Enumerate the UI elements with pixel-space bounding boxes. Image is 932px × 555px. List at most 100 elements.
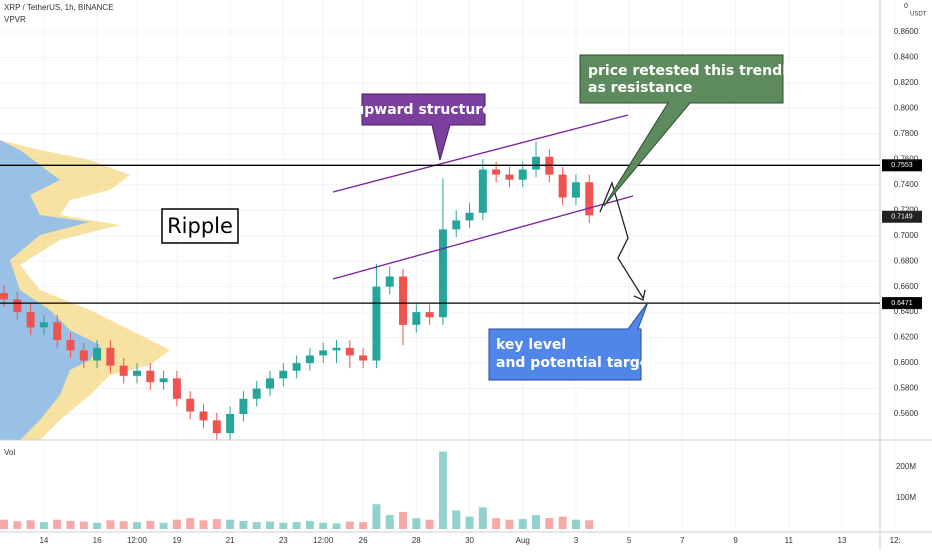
candle-body <box>133 370 141 376</box>
volume-bar <box>305 520 314 529</box>
volume-bar <box>359 522 368 529</box>
volume-bar <box>345 521 354 529</box>
volume-bar <box>505 519 514 529</box>
volume-bar <box>226 519 235 529</box>
volume-bar <box>385 515 394 529</box>
volume-bar <box>585 520 594 529</box>
target-label-2: and potential target <box>496 355 656 371</box>
candle-body <box>13 299 22 313</box>
arrow-head <box>633 289 646 301</box>
y-tick-label: 0.8000 <box>894 103 919 112</box>
upward-label: upward structure <box>354 102 491 118</box>
candle-body <box>66 340 75 351</box>
x-tick-label: 23 <box>279 536 288 545</box>
volume-pane <box>0 451 594 529</box>
axis-top-label: 0 <box>904 3 908 10</box>
symbol-title: XRP / TetherUS, 1h, BINANCE <box>4 3 114 12</box>
candle-body <box>53 322 62 341</box>
y-tick-label: 0.6000 <box>894 358 919 367</box>
candle-body <box>492 169 501 175</box>
y-tick-label: 0.7400 <box>894 180 919 189</box>
volume-bar <box>172 519 181 529</box>
upward-callout <box>361 93 486 161</box>
candle-body <box>212 420 221 434</box>
candle-body <box>226 414 235 434</box>
volume-bar <box>319 522 328 529</box>
volume-bar <box>412 518 421 529</box>
candle-body <box>585 182 594 216</box>
x-tick-label: 14 <box>39 536 48 545</box>
x-tick-label: Aug <box>516 536 530 545</box>
candle-body <box>39 322 48 328</box>
retest-label-1: price retested this trendline <box>588 63 811 79</box>
candle-body <box>93 347 102 361</box>
candle-body <box>186 398 195 412</box>
candle-body <box>558 174 567 198</box>
x-tick-label: 13 <box>838 536 847 545</box>
candle-body <box>146 370 155 383</box>
x-tick-label: 12: <box>890 536 901 545</box>
volume-bar <box>465 516 474 529</box>
x-tick-label: 26 <box>359 536 368 545</box>
x-tick-label: 30 <box>465 536 474 545</box>
candle-body <box>106 347 115 366</box>
volume-bar <box>545 518 554 529</box>
x-tick-label: 3 <box>574 536 579 545</box>
volume-bar <box>332 523 341 529</box>
candle-body <box>266 378 275 389</box>
volume-tick-label: 200M <box>896 462 916 471</box>
candle-body <box>359 355 368 361</box>
candle-body <box>0 293 8 300</box>
candle-body <box>199 411 208 421</box>
volume-bar <box>372 504 381 529</box>
channel-upper <box>332 114 629 193</box>
candle-body <box>172 378 181 399</box>
x-tick-label: 12:00 <box>127 536 148 545</box>
last-price-label: 0.7149 <box>891 214 913 221</box>
volume-bar <box>26 520 35 529</box>
volume-bar <box>532 515 541 529</box>
volume-bar <box>186 518 195 529</box>
candle-body <box>292 363 301 371</box>
candle-body <box>518 169 527 180</box>
level-tag <box>882 297 922 310</box>
indicator-label: VPVR <box>4 15 26 24</box>
candle-body <box>332 347 341 351</box>
ripple-box <box>161 208 239 244</box>
volume-bar <box>558 516 567 529</box>
volume-bar <box>159 522 168 529</box>
y-tick-label: 0.6200 <box>894 333 919 342</box>
candle-body <box>385 276 394 287</box>
candle-body <box>345 347 354 356</box>
y-tick-label: 0.8200 <box>894 78 919 87</box>
volume-tick-label: 100M <box>896 493 916 502</box>
last-price-tag <box>882 210 922 223</box>
volume-bar <box>425 519 434 529</box>
volume-bar <box>492 518 501 529</box>
x-tick-label: 16 <box>93 536 102 545</box>
levels: 0.7553 0.6471 0.7149 <box>0 159 922 310</box>
x-tick-label: 5 <box>627 536 632 545</box>
volume-bar <box>252 522 261 529</box>
volume-bar <box>133 522 141 529</box>
volume-bar <box>438 451 447 529</box>
volume-bar <box>79 521 88 529</box>
y-tick-label: 0.7200 <box>894 205 919 214</box>
y-tick-label: 0.6400 <box>894 307 919 316</box>
volume-bar <box>266 521 275 529</box>
level-tag <box>882 159 922 172</box>
candle-body <box>305 355 314 364</box>
volume-bar <box>452 510 461 529</box>
x-tick-label: 19 <box>172 536 181 545</box>
candle-body <box>252 388 261 399</box>
candle-body <box>532 156 541 170</box>
currency-label: USDT <box>910 12 927 18</box>
volume-bar <box>39 522 48 529</box>
candle-body <box>505 174 514 180</box>
y-tick-label: 0.7800 <box>894 129 919 138</box>
candle-body <box>571 182 580 198</box>
candles <box>0 141 594 440</box>
volume-bar <box>66 520 75 529</box>
candle-body <box>412 312 421 325</box>
